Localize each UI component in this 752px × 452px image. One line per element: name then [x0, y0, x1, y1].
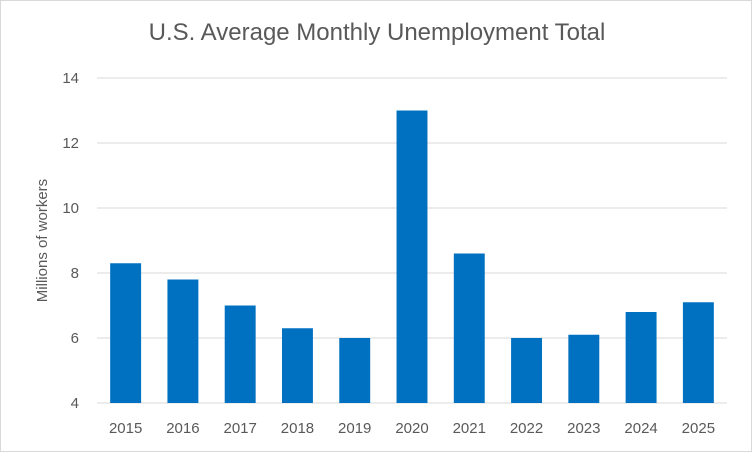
x-tick-label: 2022: [510, 420, 543, 437]
y-tick-label: 4: [71, 395, 79, 412]
bar-2016: [167, 279, 199, 403]
x-tick-label: 2019: [338, 420, 371, 437]
x-tick-label: 2016: [166, 420, 199, 437]
x-tick-label: 2020: [395, 420, 428, 437]
bar-2015: [110, 263, 142, 403]
bar-2022: [511, 338, 543, 403]
bar-2018: [281, 328, 313, 403]
y-axis-title: Millions of workers: [34, 179, 51, 302]
bar-2020: [396, 110, 428, 403]
y-tick-label: 6: [71, 330, 79, 347]
chart-title: U.S. Average Monthly Unemployment Total: [148, 19, 606, 46]
bar-2021: [453, 253, 485, 403]
bar-2025: [682, 302, 714, 403]
y-tick-label: 12: [62, 135, 79, 152]
x-tick-label: 2025: [682, 420, 715, 437]
bar-2017: [224, 305, 256, 403]
x-tick-label: 2024: [624, 420, 657, 437]
y-tick-label: 8: [71, 265, 79, 282]
x-tick-label: 2017: [223, 420, 256, 437]
x-tick-label: 2021: [453, 420, 486, 437]
y-tick-label: 14: [62, 70, 79, 87]
bar-2019: [339, 338, 371, 403]
x-tick-label: 2015: [109, 420, 142, 437]
y-tick-label: 10: [62, 200, 79, 217]
bar-2023: [568, 334, 600, 403]
x-tick-label: 2023: [567, 420, 600, 437]
bar-2024: [625, 312, 657, 403]
x-tick-label: 2018: [281, 420, 314, 437]
